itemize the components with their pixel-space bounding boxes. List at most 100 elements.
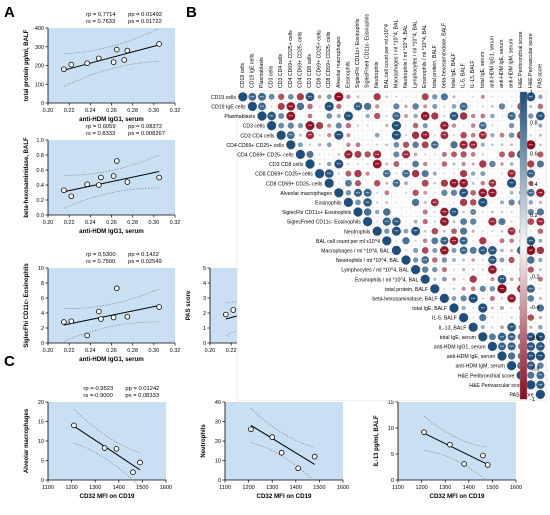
data-point [124,179,131,185]
correlation-dot [537,103,544,110]
x-axis-label: CD32 MFI on CD19 [429,493,485,500]
correlation-dot [536,246,545,255]
y-tick-label: 10 [38,439,44,445]
correlation-dot [538,315,543,320]
correlation-dot [526,361,535,370]
x-tick-label: 0.26 [106,220,117,226]
correlation-dot [459,102,468,111]
regression-line [250,424,315,465]
correlation-dot [470,189,477,196]
correlation-dot [488,179,497,188]
row-label: Macrophages / ml *10^4, BAL [321,249,390,255]
correlation-dot [527,256,535,264]
confidence-band-lower [423,450,488,482]
correlation-dot [469,246,477,254]
significance-stars: *** [471,297,476,301]
correlation-dot [489,160,496,168]
correlation-dot [395,239,398,242]
correlation-dot [498,103,506,110]
correlation-dot [459,140,468,149]
data-point [98,174,104,181]
significance-stars: *** [529,172,534,176]
correlation-dot [432,171,437,176]
stat-label: pp = 0.01492 [128,12,162,18]
correlation-dot [423,104,428,109]
correlation-dot [433,124,436,127]
correlation-dot [267,111,276,121]
x-tick-label: 0.20 [43,348,54,354]
correlation-dot [510,268,513,271]
stat-label: rs = 0.8333 [86,131,115,137]
correlation-dot [537,228,544,234]
correlation-dot [471,229,475,233]
data-point [137,459,143,466]
data-point [480,452,486,459]
correlation-dot [337,153,341,156]
correlation-dot [491,239,494,242]
y-tick-label: 10 [388,426,394,432]
correlation-dot [471,181,475,185]
y-axis-label: SiglecFhi CD11c- Eosinophils [24,263,30,348]
correlation-dot [507,227,516,236]
data-point [461,461,467,467]
correlation-dot [433,134,436,137]
colorbar-tick-label: -0.6 [530,336,539,342]
correlation-dot [490,277,495,282]
correlation-dot [318,105,321,108]
confidence-band-upper [63,288,160,309]
significance-stars: *** [538,335,543,339]
correlation-dot [257,111,267,121]
column-label: anti-HDM IgM, serum [509,39,515,88]
correlation-dot [376,191,379,194]
correlation-dot [363,188,372,197]
column-label: Alveolar macrophages [336,36,342,88]
correlation-dot [385,114,388,118]
correlation-dot [510,210,513,214]
x-tick-label: 0.28 [127,348,138,354]
correlation-dot [258,102,266,111]
correlation-dot [507,322,516,332]
data-point [71,422,77,429]
significance-stars: *** [375,153,380,157]
data-point [230,307,237,313]
correlation-dot [433,181,437,185]
correlation-dot [500,325,504,330]
column-label: CD8 CD69+ CD25+ cells [317,30,323,88]
correlation-dot [527,218,535,225]
x-tick-label: 0.22 [226,348,237,354]
correlation-dot [432,247,438,253]
correlation-dot [472,105,475,108]
significance-stars: *** [365,191,370,195]
correlation-dot [443,143,446,146]
y-tick-label: 0.2 [36,198,44,204]
y-tick-label: 2 [41,326,44,332]
column-label: Neutrophils / ml *10^4, BAL [403,25,409,88]
colorbar-tick-label: -0.4 [530,305,539,311]
correlation-dot [440,236,449,245]
plot-area [48,28,175,103]
correlation-dot [452,268,456,271]
correlation-dot [499,200,505,205]
correlation-dot [498,151,506,158]
panel-letter-b: B [186,4,197,21]
confidence-band-upper [63,154,160,176]
x-axis-label: anti-HDM IgG1, serum [79,356,144,363]
data-point [269,434,276,440]
correlation-dot [452,220,456,224]
correlation-dot [500,210,504,214]
y-axis-label: beta-hexosaminidase, BALF [24,137,30,218]
significance-stars: *** [385,220,390,224]
y-tick-label: 10 [38,266,44,272]
correlation-dot [460,218,468,226]
correlation-dot [433,210,436,214]
correlation-dot [510,220,513,223]
correlation-dot [402,169,410,178]
confidence-band-lower [250,442,315,482]
confidence-band-lower [63,61,160,87]
correlation-dot [508,199,515,206]
correlation-dot [529,104,533,108]
significance-stars: *** [490,220,495,224]
correlation-dot [459,112,468,120]
correlation-dot [422,209,428,215]
correlation-dot [509,238,514,244]
